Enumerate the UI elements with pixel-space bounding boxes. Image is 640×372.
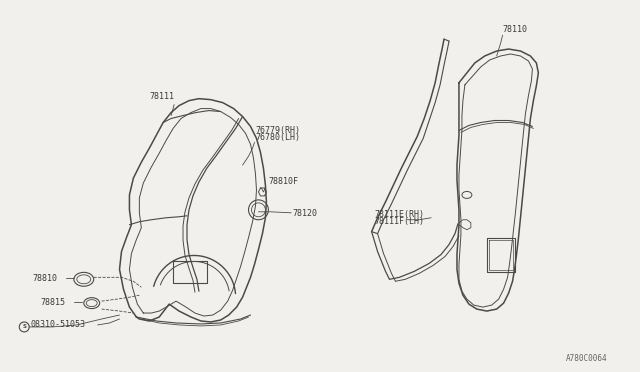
Text: 78120: 78120	[292, 209, 317, 218]
Text: A780C0064: A780C0064	[566, 354, 608, 363]
Text: 78111: 78111	[149, 92, 174, 101]
Text: 08310-51053: 08310-51053	[30, 320, 85, 330]
Text: 76780(LH): 76780(LH)	[255, 133, 301, 142]
Text: 78111F(LH): 78111F(LH)	[374, 217, 424, 226]
Text: 78810F: 78810F	[268, 177, 298, 186]
Text: 76779(RH): 76779(RH)	[255, 126, 301, 135]
Text: 78110: 78110	[502, 25, 527, 34]
Text: 78815: 78815	[40, 298, 65, 307]
Text: 78111E(RH): 78111E(RH)	[374, 210, 424, 219]
Text: S: S	[22, 324, 26, 330]
Text: 78810: 78810	[32, 274, 57, 283]
